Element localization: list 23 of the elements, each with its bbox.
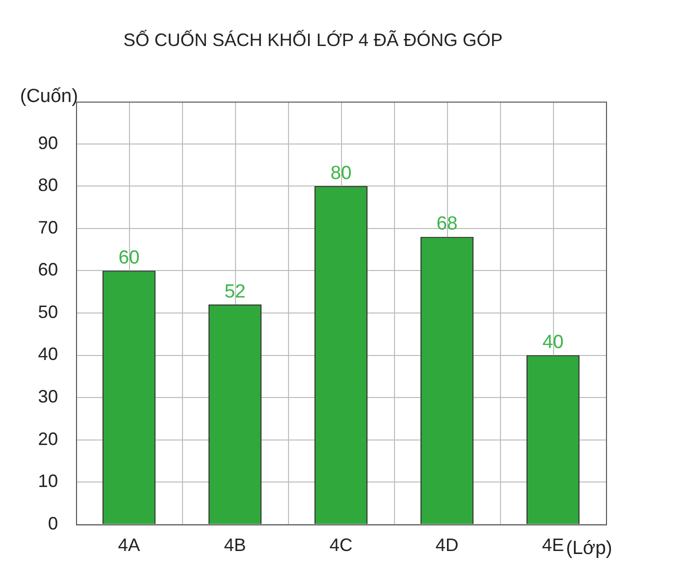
data-label: 52 xyxy=(224,281,246,302)
y-tick-label: 0 xyxy=(48,513,58,534)
y-tick-label: 20 xyxy=(38,428,58,449)
data-label: 68 xyxy=(436,214,458,235)
data-label: 60 xyxy=(118,247,140,268)
x-tick-label: 4D xyxy=(436,535,459,556)
y-tick-label: 10 xyxy=(38,471,58,492)
y-tick-label: 60 xyxy=(38,260,58,280)
x-tick-label: 4E xyxy=(542,535,564,556)
x-tick-label: 4C xyxy=(330,535,353,556)
y-axis-title: (Cuốn) xyxy=(20,86,78,107)
data-label: 40 xyxy=(542,332,564,354)
y-tick-label: 90 xyxy=(38,132,58,153)
y-tick-label: 40 xyxy=(38,344,58,364)
y-tick-label: 80 xyxy=(38,175,58,196)
chart-title: SỐ CUỐN SÁCH KHỐI LỚP 4 ĐÃ ĐÓNG GÓP xyxy=(123,28,503,50)
x-tick-label: 4A xyxy=(118,535,140,556)
y-tick-label: 30 xyxy=(38,386,58,407)
y-tick-label: 50 xyxy=(38,302,58,322)
y-tick-label: 70 xyxy=(38,217,58,238)
x-axis-title: (Lớp) xyxy=(566,538,612,560)
data-label: 80 xyxy=(330,162,352,184)
x-tick-label: 4B xyxy=(224,535,246,556)
